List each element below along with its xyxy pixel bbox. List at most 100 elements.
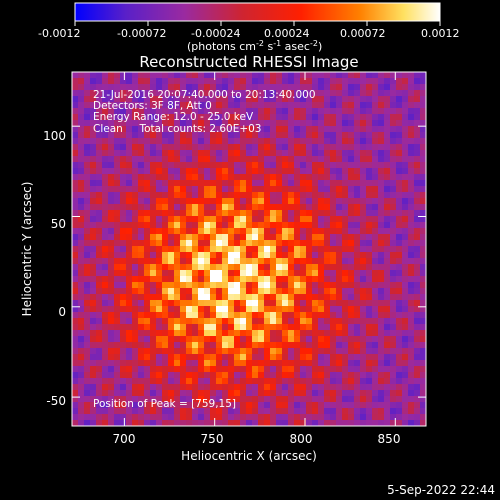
heatmap-cell [312, 222, 319, 229]
heatmap-cell [162, 174, 169, 181]
heatmap-cell [126, 78, 133, 85]
heatmap-cell [300, 150, 307, 157]
heatmap-cell [366, 276, 373, 283]
heatmap-cell [102, 168, 109, 175]
heatmap-cell [180, 366, 187, 373]
heatmap-cell [354, 354, 361, 361]
heatmap-cell [270, 300, 277, 307]
heatmap-cell [144, 168, 151, 175]
heatmap-cell [360, 264, 367, 271]
heatmap-cell [246, 108, 253, 115]
heatmap-cell [84, 312, 91, 319]
heatmap-cell [276, 138, 283, 145]
heatmap-cell [354, 384, 361, 391]
heatmap-cell [138, 252, 145, 259]
heatmap-cell [84, 78, 91, 85]
heatmap-cell [264, 378, 271, 385]
heatmap-cell [414, 72, 421, 79]
heatmap-cell [360, 330, 367, 337]
heatmap-cell [120, 90, 127, 97]
heatmap-cell [234, 300, 241, 307]
heatmap-cell [258, 120, 265, 127]
heatmap-cell [294, 138, 301, 145]
heatmap-cell [270, 342, 277, 349]
heatmap-cell [264, 204, 271, 211]
heatmap-cell [264, 288, 271, 295]
heatmap-cell [264, 84, 271, 91]
heatmap-cell [180, 270, 187, 277]
heatmap-cell [108, 288, 115, 295]
heatmap-cell [378, 258, 385, 265]
heatmap-cell [90, 300, 97, 307]
heatmap-cell [84, 222, 91, 229]
heatmap-cell [312, 318, 319, 325]
heatmap-cell [108, 84, 115, 91]
heatmap-cell [300, 324, 307, 331]
heatmap-cell [306, 414, 313, 421]
heatmap-cell [234, 312, 241, 319]
heatmap-cell [162, 126, 169, 133]
heatmap-cell [378, 372, 385, 379]
heatmap-cell [264, 420, 271, 426]
heatmap-cell [162, 390, 169, 397]
heatmap-cell [216, 144, 223, 151]
heatmap-cell [198, 174, 205, 181]
heatmap-cell [84, 192, 91, 199]
heatmap-cell [408, 132, 415, 139]
heatmap-cell [204, 150, 211, 157]
heatmap-cell [276, 288, 283, 295]
heatmap-cell [114, 150, 121, 157]
heatmap-cell [342, 420, 349, 426]
heatmap-cell [354, 282, 361, 289]
heatmap-cell [348, 84, 355, 91]
heatmap-cell [216, 264, 223, 271]
heatmap-cell [330, 312, 337, 319]
heatmap-cell [234, 354, 241, 361]
heatmap-cell [120, 366, 127, 373]
heatmap-cell [384, 90, 391, 97]
heatmap-cell [360, 120, 367, 127]
heatmap-cell [408, 408, 415, 415]
heatmap-cell [186, 120, 193, 127]
heatmap-cell [378, 366, 385, 373]
heatmap-cell [270, 180, 277, 187]
heatmap-cell [156, 150, 163, 157]
heatmap-cell [168, 174, 175, 181]
heatmap-cell [240, 192, 247, 199]
heatmap-cell [192, 354, 199, 361]
heatmap-cell [90, 198, 97, 205]
heatmap-cell [138, 408, 145, 415]
heatmap-cell [156, 78, 163, 85]
heatmap-cell [96, 78, 103, 85]
heatmap-cell [192, 228, 199, 235]
heatmap-cell [342, 330, 349, 337]
heatmap-cell [264, 282, 271, 289]
heatmap-cell [84, 354, 91, 361]
heatmap-cell [330, 258, 337, 265]
heatmap-cell [186, 300, 193, 307]
heatmap-cell [150, 234, 157, 241]
heatmap-cell [144, 312, 151, 319]
heatmap-cell [168, 348, 175, 355]
heatmap-cell [222, 414, 229, 421]
heatmap-cell [384, 414, 391, 421]
heatmap-cell [216, 378, 223, 385]
heatmap-cell [354, 324, 361, 331]
heatmap-cell [396, 216, 403, 223]
heatmap-cell [210, 318, 217, 325]
heatmap-cell [288, 114, 295, 121]
heatmap-cell [198, 408, 205, 415]
heatmap-cell [186, 108, 193, 115]
heatmap-cell [210, 138, 217, 145]
heatmap-cell [210, 336, 217, 343]
heatmap-cell [420, 420, 426, 426]
heatmap-cell [114, 186, 121, 193]
heatmap-cell [288, 72, 295, 79]
heatmap-cell [150, 378, 157, 385]
heatmap-cell [276, 264, 283, 271]
heatmap-cell [414, 348, 421, 355]
heatmap-cell [312, 138, 319, 145]
heatmap-cell [78, 390, 85, 397]
heatmap-cell [402, 348, 409, 355]
heatmap-cell [360, 300, 367, 307]
